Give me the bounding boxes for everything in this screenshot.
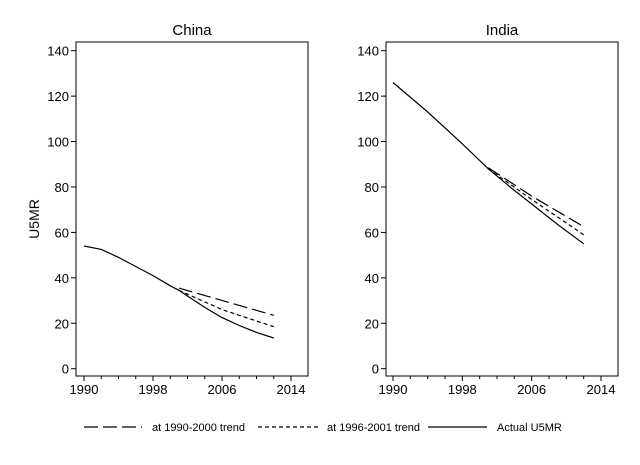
legend-label: at 1990-2000 trend — [152, 422, 245, 434]
chart-title: India — [486, 22, 519, 39]
china-panel: China 0 20 40 60 80 100 120 140 1990 1998 2006 2014 U… — [26, 22, 309, 397]
series-line-dotted — [487, 168, 585, 236]
y-tick-label: 60 — [365, 225, 379, 240]
x-tick-label: 1990 — [70, 382, 99, 397]
chart-title: China — [172, 22, 212, 39]
legend-label: Actual U5MR — [497, 422, 562, 434]
y-tick-label: 100 — [357, 135, 379, 150]
x-tick-label: 2014 — [587, 382, 616, 397]
y-tick-label: 80 — [365, 180, 379, 195]
india-panel: India 0 20 40 60 80 100 120 140 1990 1998 2006 2014 — [357, 22, 619, 397]
x-tick-label: 1998 — [448, 382, 477, 397]
x-tick-label: 1990 — [379, 382, 408, 397]
legend: at 1990-2000 trend at 1996-2001 trend Actu… — [84, 422, 562, 434]
y-tick-label: 40 — [365, 271, 379, 286]
y-tick-label: 20 — [365, 316, 379, 331]
y-tick-label: 120 — [47, 89, 69, 104]
x-tick-label: 1998 — [139, 382, 168, 397]
plot-area — [75, 41, 309, 377]
series-line-dashed — [487, 167, 585, 228]
series-line-dotted — [178, 289, 274, 328]
y-tick-label: 120 — [357, 89, 379, 104]
y-tick-label: 60 — [55, 225, 69, 240]
y-axis-label: U5MR — [26, 199, 42, 239]
y-tick-label: 100 — [47, 135, 69, 150]
series-line-dashed — [178, 287, 274, 316]
y-tick-label: 0 — [62, 362, 69, 377]
plot-area — [385, 41, 619, 377]
x-tick-label: 2006 — [517, 382, 546, 397]
y-tick-label: 40 — [55, 271, 69, 286]
x-tick-label: 2006 — [208, 382, 237, 397]
legend-label: at 1996-2001 trend — [327, 422, 420, 434]
y-tick-label: 140 — [47, 44, 69, 59]
y-tick-label: 0 — [372, 362, 379, 377]
y-tick-label: 140 — [357, 44, 379, 59]
x-tick-label: 2014 — [277, 382, 306, 397]
series-line-solid — [392, 82, 585, 245]
y-tick-label: 20 — [55, 316, 69, 331]
y-tick-label: 80 — [55, 180, 69, 195]
